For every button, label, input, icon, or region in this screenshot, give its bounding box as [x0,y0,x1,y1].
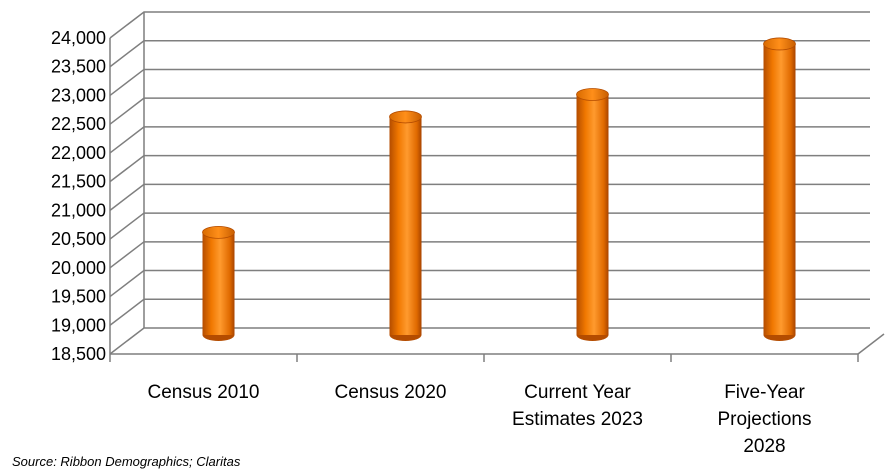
y-tick-label: 19,000 [51,315,106,335]
y-tick-label: 22,000 [51,143,106,163]
gridline [109,241,870,269]
bar [763,37,796,341]
y-tick-label: 21,500 [51,172,106,192]
y-tick-label: 23,000 [51,85,106,105]
gridline [109,154,870,183]
gridline [109,183,870,211]
x-category-label: Census 2010 [148,382,260,403]
gridline [109,39,870,68]
bar [389,110,422,341]
y-tick-label: 23,500 [51,57,106,77]
gridline [109,126,870,154]
chart-source-note: Source: Ribbon Demographics; Claritas [12,454,241,469]
bar [576,88,609,341]
gridline [109,212,870,240]
x-category-label: Five-Year Projections 2028 [718,382,812,457]
bar [202,226,235,341]
y-tick-label: 18,500 [51,344,106,364]
x-category-label: Current Year Estimates 2023 [512,382,643,430]
gridline [109,97,870,125]
y-tick-label: 22,500 [51,114,106,134]
gridline [109,327,870,355]
gridline [109,11,870,39]
y-tick-label: 24,000 [51,28,106,48]
y-tick-label: 19,500 [51,287,106,307]
x-category-label: Census 2020 [335,382,447,403]
gridline [109,298,870,326]
y-tick-label: 20,000 [51,258,106,278]
gridline [109,269,870,298]
gridline [109,68,870,97]
y-tick-label: 20,500 [51,229,106,249]
y-tick-label: 21,000 [51,200,106,220]
floor-right-edge [857,333,885,355]
